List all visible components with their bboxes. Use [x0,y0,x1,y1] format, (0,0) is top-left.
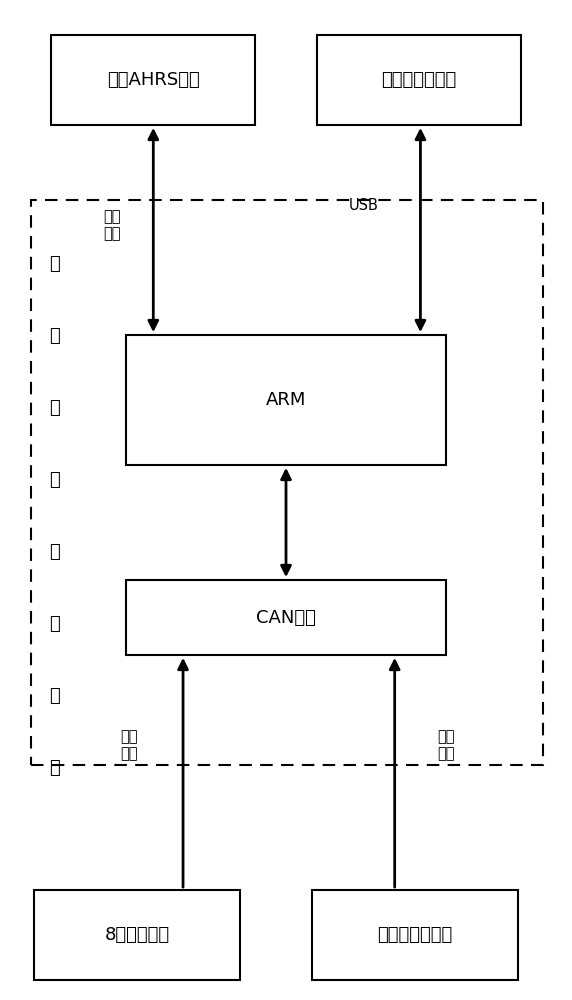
Text: 水: 水 [49,255,59,273]
Text: 深度传感器模块: 深度传感器模块 [377,926,452,944]
Text: 深度
信息: 深度 信息 [438,729,455,761]
Text: ARM: ARM [266,391,306,409]
Text: 防水AHRS模块: 防水AHRS模块 [106,71,200,89]
Text: 器: 器 [49,471,59,489]
Bar [126,335,446,465]
Text: 8台防水电机: 8台防水电机 [105,926,170,944]
Text: 防: 防 [49,615,59,633]
Text: 防水双目摄像机: 防水双目摄像机 [382,71,456,89]
Text: USB: USB [348,198,378,213]
Text: CAN总线: CAN总线 [256,608,316,626]
Text: 仓: 仓 [49,759,59,777]
Text: 水: 水 [49,687,59,705]
Text: 下: 下 [49,327,59,345]
Text: 转速
信息: 转速 信息 [120,729,137,761]
Text: 串口
通讯: 串口 通讯 [103,209,120,241]
Bar [126,580,446,655]
Bar [317,35,521,125]
Text: 人: 人 [49,543,59,561]
Bar [312,890,518,980]
Bar [51,35,255,125]
Bar [34,890,240,980]
Text: 机: 机 [49,399,59,417]
Bar [31,200,543,765]
